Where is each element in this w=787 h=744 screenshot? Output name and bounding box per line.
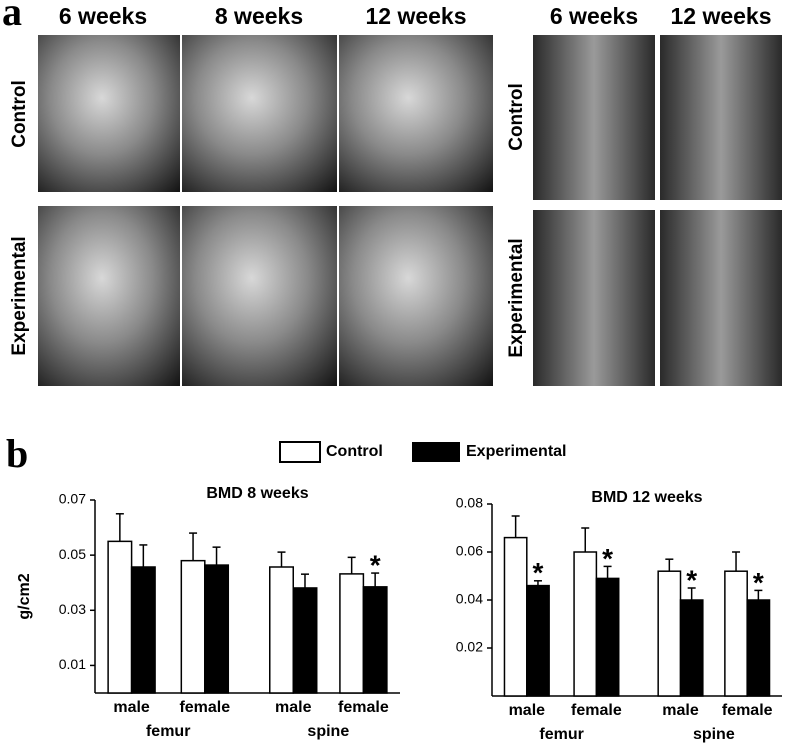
xray-image — [533, 35, 655, 200]
chart-title: BMD 12 weeks — [591, 489, 702, 506]
y-tick-label: 0.01 — [59, 656, 86, 672]
category-label: female — [722, 702, 773, 719]
xray-image — [660, 210, 782, 386]
category-label: female — [338, 699, 389, 716]
significance-marker: * — [602, 543, 613, 574]
row-label: Experimental — [9, 236, 30, 355]
xray-image — [339, 35, 493, 192]
y-axis-label: g/cm2 — [16, 573, 33, 619]
bar — [679, 599, 704, 697]
legend-label: Experimental — [466, 443, 566, 460]
bar — [526, 584, 550, 697]
group-label: spine — [307, 723, 349, 740]
category-label: male — [113, 699, 150, 716]
significance-marker: * — [753, 567, 764, 598]
bar — [503, 536, 528, 697]
category-label: female — [571, 702, 622, 719]
bar — [746, 599, 771, 697]
chart-title: BMD 8 weeks — [206, 485, 308, 502]
row-label: Control — [506, 83, 527, 151]
xray-image — [182, 206, 337, 386]
legend-swatch — [279, 441, 321, 463]
category-label: female — [179, 699, 230, 716]
bar — [107, 540, 133, 694]
y-tick-label: 0.08 — [456, 495, 483, 511]
panel-label: a — [2, 0, 22, 34]
category-label: male — [275, 699, 312, 716]
bar — [269, 566, 295, 694]
xray-image — [38, 35, 180, 192]
significance-marker: * — [370, 549, 381, 580]
xray-image — [660, 35, 782, 200]
y-tick-label: 0.07 — [59, 491, 86, 507]
column-header: 12 weeks — [365, 3, 466, 29]
y-tick-label: 0.05 — [59, 546, 86, 562]
category-label: male — [662, 702, 699, 719]
bar — [292, 587, 318, 694]
column-header: 6 weeks — [59, 3, 147, 29]
bar — [130, 566, 156, 694]
bar — [595, 577, 620, 697]
y-tick-label: 0.02 — [456, 639, 483, 655]
bar — [204, 564, 230, 694]
column-header: 12 weeks — [670, 3, 771, 29]
group-label: spine — [693, 726, 735, 743]
row-label: Experimental — [506, 238, 527, 357]
bar — [339, 573, 365, 694]
bar — [362, 586, 388, 694]
significance-marker: * — [686, 564, 697, 595]
legend-swatch — [412, 442, 460, 462]
xray-image — [339, 206, 493, 386]
bar — [180, 559, 206, 694]
y-tick-label: 0.06 — [456, 543, 483, 559]
bar — [657, 570, 682, 697]
xray-images — [38, 35, 782, 386]
panel-label: b — [6, 431, 28, 476]
xray-image — [182, 35, 337, 192]
group-label: femur — [539, 726, 583, 743]
category-label: male — [509, 702, 546, 719]
xray-image — [533, 210, 655, 386]
y-tick-label: 0.03 — [59, 601, 86, 617]
column-header: 8 weeks — [215, 3, 303, 29]
legend-label: Control — [326, 443, 383, 460]
row-label: Control — [9, 80, 30, 148]
column-header: 6 weeks — [550, 3, 638, 29]
group-label: femur — [146, 723, 190, 740]
significance-marker: * — [533, 557, 544, 588]
bar — [573, 551, 598, 697]
y-tick-label: 0.04 — [456, 591, 483, 607]
bar — [724, 570, 748, 697]
xray-image — [38, 206, 180, 386]
